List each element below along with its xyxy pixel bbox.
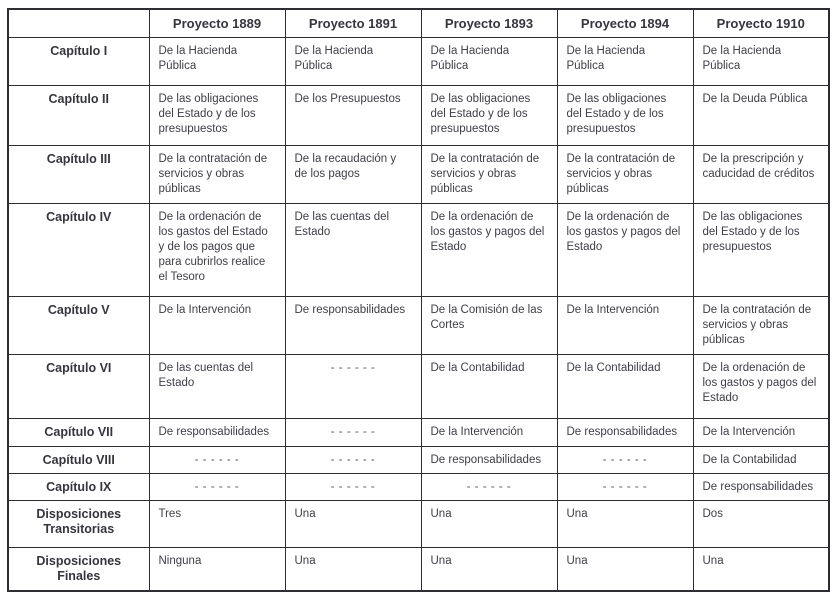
table-cell: De las obligaciones del Estado y de los …	[692, 202, 830, 297]
row-label: Capítulo V	[7, 295, 150, 355]
table-row: Capítulo II De las obligaciones del Estad…	[7, 84, 830, 146]
table-cell: De la recaudación y de los pagos	[284, 144, 422, 204]
table-cell: De las cuentas del Estado	[148, 353, 286, 419]
row-label: Capítulo I	[7, 36, 150, 86]
column-header: Proyecto 1893	[420, 8, 558, 38]
table-cell: De la ordenación de los gastos y pagos d…	[692, 353, 830, 419]
row-label: Capítulo IV	[7, 202, 150, 297]
table-cell: Tres	[148, 499, 286, 548]
column-header: Proyecto 1891	[284, 8, 422, 38]
table-cell: De responsabilidades	[556, 417, 694, 447]
table-cell: - - - - - -	[284, 417, 422, 447]
row-label: Disposiciones Transitorias	[7, 499, 150, 548]
table-cell: Una	[556, 546, 694, 592]
table-cell: Una	[284, 546, 422, 592]
table-row: Capítulo VII De responsabilidades - - - - …	[7, 417, 830, 447]
table-cell: De la prescripción y caducidad de crédit…	[692, 144, 830, 204]
table-cell: De la contratación de servicios y obras …	[692, 295, 830, 355]
table-cell: De las obligaciones del Estado y de los …	[556, 84, 694, 146]
table-cell: De las obligaciones del Estado y de los …	[420, 84, 558, 146]
table-cell: De la ordenación de los gastos y pagos d…	[420, 202, 558, 297]
column-header: Proyecto 1894	[556, 8, 694, 38]
table-cell: - - - - - -	[148, 472, 286, 501]
table-cell: De la Hacienda Pública	[148, 36, 286, 86]
table-cell: Una	[420, 499, 558, 548]
table-cell: De la contratación de servicios y obras …	[420, 144, 558, 204]
table-cell: - - - - - -	[284, 353, 422, 419]
table-cell: De la Intervención	[420, 417, 558, 447]
table-cell: De la Intervención	[556, 295, 694, 355]
table-cell: - - - - - -	[556, 445, 694, 474]
table-cell: - - - - - -	[148, 445, 286, 474]
table-cell: - - - - - -	[284, 472, 422, 501]
table-cell: De responsabilidades	[692, 472, 830, 501]
table-cell: De la Hacienda Pública	[556, 36, 694, 86]
table-cell: De responsabilidades	[284, 295, 422, 355]
table-cell: De la Contabilidad	[556, 353, 694, 419]
table-row: Capítulo IV De la ordenación de los gasto…	[7, 202, 830, 297]
table-cell: - - - - - -	[284, 445, 422, 474]
table-cell: De la Intervención	[148, 295, 286, 355]
table-cell: De la Intervención	[692, 417, 830, 447]
table-cell: Ninguna	[148, 546, 286, 592]
comparison-table: Proyecto 1889 Proyecto 1891 Proyecto 1893 P…	[7, 8, 830, 592]
table-cell: De la contratación de servicios y obras …	[148, 144, 286, 204]
table-cell: Una	[420, 546, 558, 592]
table-cell: Dos	[692, 499, 830, 548]
table-cell: De las cuentas del Estado	[284, 202, 422, 297]
table-row: Capítulo III De la contratación de servic…	[7, 144, 830, 204]
table-cell: De responsabilidades	[148, 417, 286, 447]
table-head: Proyecto 1889 Proyecto 1891 Proyecto 1893 P…	[7, 8, 830, 38]
table-cell: De responsabilidades	[420, 445, 558, 474]
table-row: Capítulo I De la Hacienda Pública De la Ha…	[7, 36, 830, 86]
column-header: Proyecto 1910	[692, 8, 830, 38]
table-row: Capítulo VIII - - - - - -- - - - - - De re…	[7, 445, 830, 474]
table-row: Capítulo VI De las cuentas del Estado - - …	[7, 353, 830, 419]
table-row: Capítulo V De la Intervención De responsab…	[7, 295, 830, 355]
row-label: Disposiciones Finales	[7, 546, 150, 592]
table-cell: De los Presupuestos	[284, 84, 422, 146]
table-cell: Una	[556, 499, 694, 548]
header-row: Proyecto 1889 Proyecto 1891 Proyecto 1893 P…	[7, 8, 830, 38]
column-header: Proyecto 1889	[148, 8, 286, 38]
table-cell: De la Hacienda Pública	[420, 36, 558, 86]
table-cell: De las obligaciones del Estado y de los …	[148, 84, 286, 146]
table-cell: De la Hacienda Pública	[284, 36, 422, 86]
table-cell: Una	[692, 546, 830, 592]
row-label: Capítulo IX	[7, 472, 150, 501]
table-cell: De la Contabilidad	[692, 445, 830, 474]
table-cell: De la ordenación de los gastos y pagos d…	[556, 202, 694, 297]
row-label: Capítulo II	[7, 84, 150, 146]
table-cell: De la Contabilidad	[420, 353, 558, 419]
table-row: Disposiciones Transitorias Tres Una Una Una D…	[7, 499, 830, 548]
table-cell: - - - - - -	[556, 472, 694, 501]
table-row: Capítulo IX - - - - - -- - - - - -- - - -…	[7, 472, 830, 501]
row-label: Capítulo VI	[7, 353, 150, 419]
table-row: Disposiciones Finales Ninguna Una Una Una Una	[7, 546, 830, 592]
table-cell: De la contratación de servicios y obras …	[556, 144, 694, 204]
table-body: Capítulo I De la Hacienda Pública De la Ha…	[7, 36, 830, 592]
row-label: Capítulo VII	[7, 417, 150, 447]
table-cell: - - - - - -	[420, 472, 558, 501]
table-cell: Una	[284, 499, 422, 548]
table-cell: De la Comisión de las Cortes	[420, 295, 558, 355]
table-cell: De la ordenación de los gastos del Estad…	[148, 202, 286, 297]
table-cell: De la Deuda Pública	[692, 84, 830, 146]
corner-cell	[7, 8, 150, 38]
table-cell: De la Hacienda Pública	[692, 36, 830, 86]
row-label: Capítulo VIII	[7, 445, 150, 474]
row-label: Capítulo III	[7, 144, 150, 204]
